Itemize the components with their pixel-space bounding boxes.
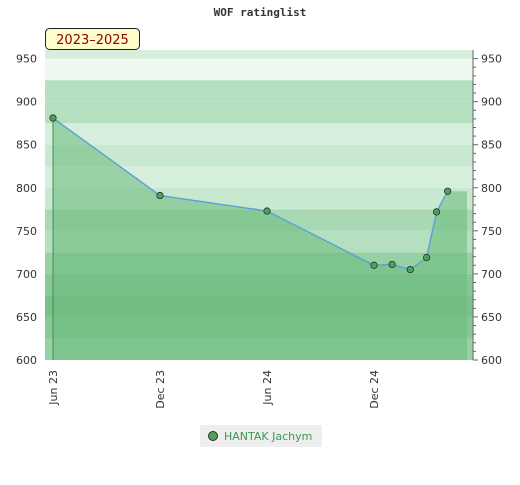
y-tick-label-right: 900 <box>481 96 502 109</box>
y-tick-label-right: 850 <box>481 139 502 152</box>
data-point <box>444 187 452 195</box>
data-point <box>49 114 57 122</box>
x-tick-label: Jun 24 <box>261 370 274 406</box>
x-tick-label: Dec 24 <box>368 370 381 409</box>
badge-text: 2023–2025 <box>56 33 129 48</box>
background-band <box>45 101 473 124</box>
data-point <box>156 191 164 200</box>
y-tick-label-left: 950 <box>16 53 37 66</box>
y-tick-label-left: 750 <box>16 225 37 238</box>
data-point <box>432 208 441 216</box>
badge-box <box>45 28 140 50</box>
y-tick-label-left: 800 <box>16 182 37 195</box>
y-tick-label-right: 950 <box>481 53 502 66</box>
background-band <box>45 166 473 188</box>
legend-marker <box>208 431 218 441</box>
background-band <box>45 144 473 167</box>
y-tick-label-right: 650 <box>481 311 502 324</box>
legend-label: HANTAK Jachym <box>224 429 313 443</box>
series-area <box>53 118 467 361</box>
background-band <box>45 58 473 81</box>
data-point <box>263 207 271 215</box>
y-tick-label-right: 800 <box>481 182 502 195</box>
y-tick-label-right: 700 <box>481 268 502 281</box>
background-band <box>45 80 473 102</box>
y-tick-label-left: 700 <box>16 268 37 281</box>
y-tick-label-left: 900 <box>16 96 37 109</box>
legend: HANTAK Jachym <box>200 425 322 447</box>
y-tick-label-left: 650 <box>16 311 37 324</box>
data-point <box>388 260 396 269</box>
background-band <box>45 50 473 59</box>
y-tick-label-right: 750 <box>481 225 502 238</box>
x-tick-label: Dec 23 <box>154 370 167 409</box>
y-tick-label-left: 850 <box>16 139 37 152</box>
data-point <box>423 253 431 262</box>
y-tick-label-right: 600 <box>481 354 502 367</box>
data-point <box>370 261 378 269</box>
y-tick-label-left: 600 <box>16 354 37 367</box>
chart-title: WOF ratinglist <box>213 6 307 19</box>
background-band <box>45 123 473 145</box>
x-tick-label: Jun 23 <box>47 370 60 406</box>
data-point <box>406 265 414 274</box>
